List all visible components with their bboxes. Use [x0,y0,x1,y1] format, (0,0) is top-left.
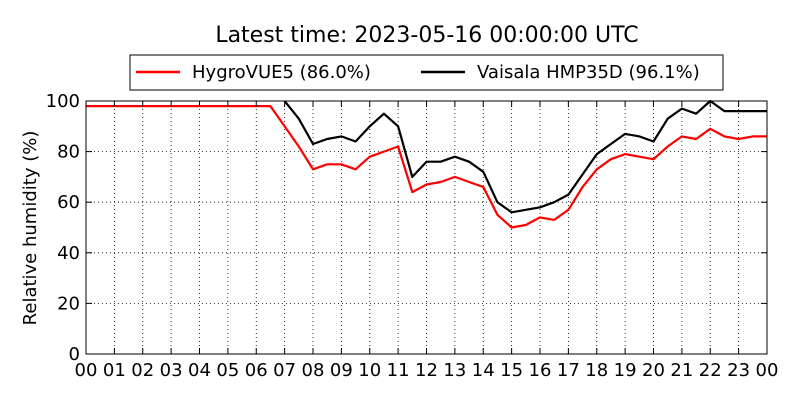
x-tick-label: 00 [75,360,98,381]
y-axis-label: Relative humidity (%) [20,131,41,326]
x-tick-label: 19 [614,360,637,381]
x-tick-label: 14 [472,360,495,381]
x-tick-label: 22 [699,360,722,381]
x-tick-label: 20 [642,360,665,381]
y-tick-label: 40 [57,243,80,264]
x-tick-label: 11 [387,360,410,381]
series-line-vaisala [283,99,767,214]
y-tick-label: 0 [69,344,80,365]
x-tick-label: 09 [330,360,353,381]
x-tick-label: 16 [529,360,552,381]
grid [86,101,767,354]
plot-frame [85,100,768,355]
x-tick-label: 13 [443,360,466,381]
x-tick-label: 06 [245,360,268,381]
x-tick-label: 07 [273,360,296,381]
series-line-hygrovue5 [86,105,767,229]
x-tick-label: 18 [585,360,608,381]
y-tick-label: 100 [46,91,80,112]
x-tick-label: 02 [131,360,154,381]
legend: HygroVUE5 (86.0%) Vaisala HMP35D (96.1%) [129,54,724,91]
x-tick-label: 23 [727,360,750,381]
x-tick-label: 03 [160,360,183,381]
x-tick-label: 05 [216,360,239,381]
x-tick-label: 00 [756,360,779,381]
x-tick-label: 04 [188,360,211,381]
x-tick-label: 01 [103,360,126,381]
x-tick-label: 17 [557,360,580,381]
legend-label-vaisala: Vaisala HMP35D (96.1%) [477,62,700,83]
chart-title: Latest time: 2023-05-16 00:00:00 UTC [215,23,638,48]
y-tick-label: 20 [57,293,80,314]
ticks: 00 01 02 03 04 05 06 07 08 09 10 11 12 13 14 15 16 17 18 19… [46,91,779,381]
legend-label-hygrovue5: HygroVUE5 (86.0%) [192,62,371,83]
y-tick-label: 80 [57,142,80,163]
x-tick-label: 21 [670,360,693,381]
x-tick-label: 10 [358,360,381,381]
x-tick-label: 15 [500,360,523,381]
y-tick-label: 60 [57,192,80,213]
series-group [86,99,767,229]
x-tick-label: 12 [415,360,438,381]
x-tick-label: 08 [302,360,325,381]
